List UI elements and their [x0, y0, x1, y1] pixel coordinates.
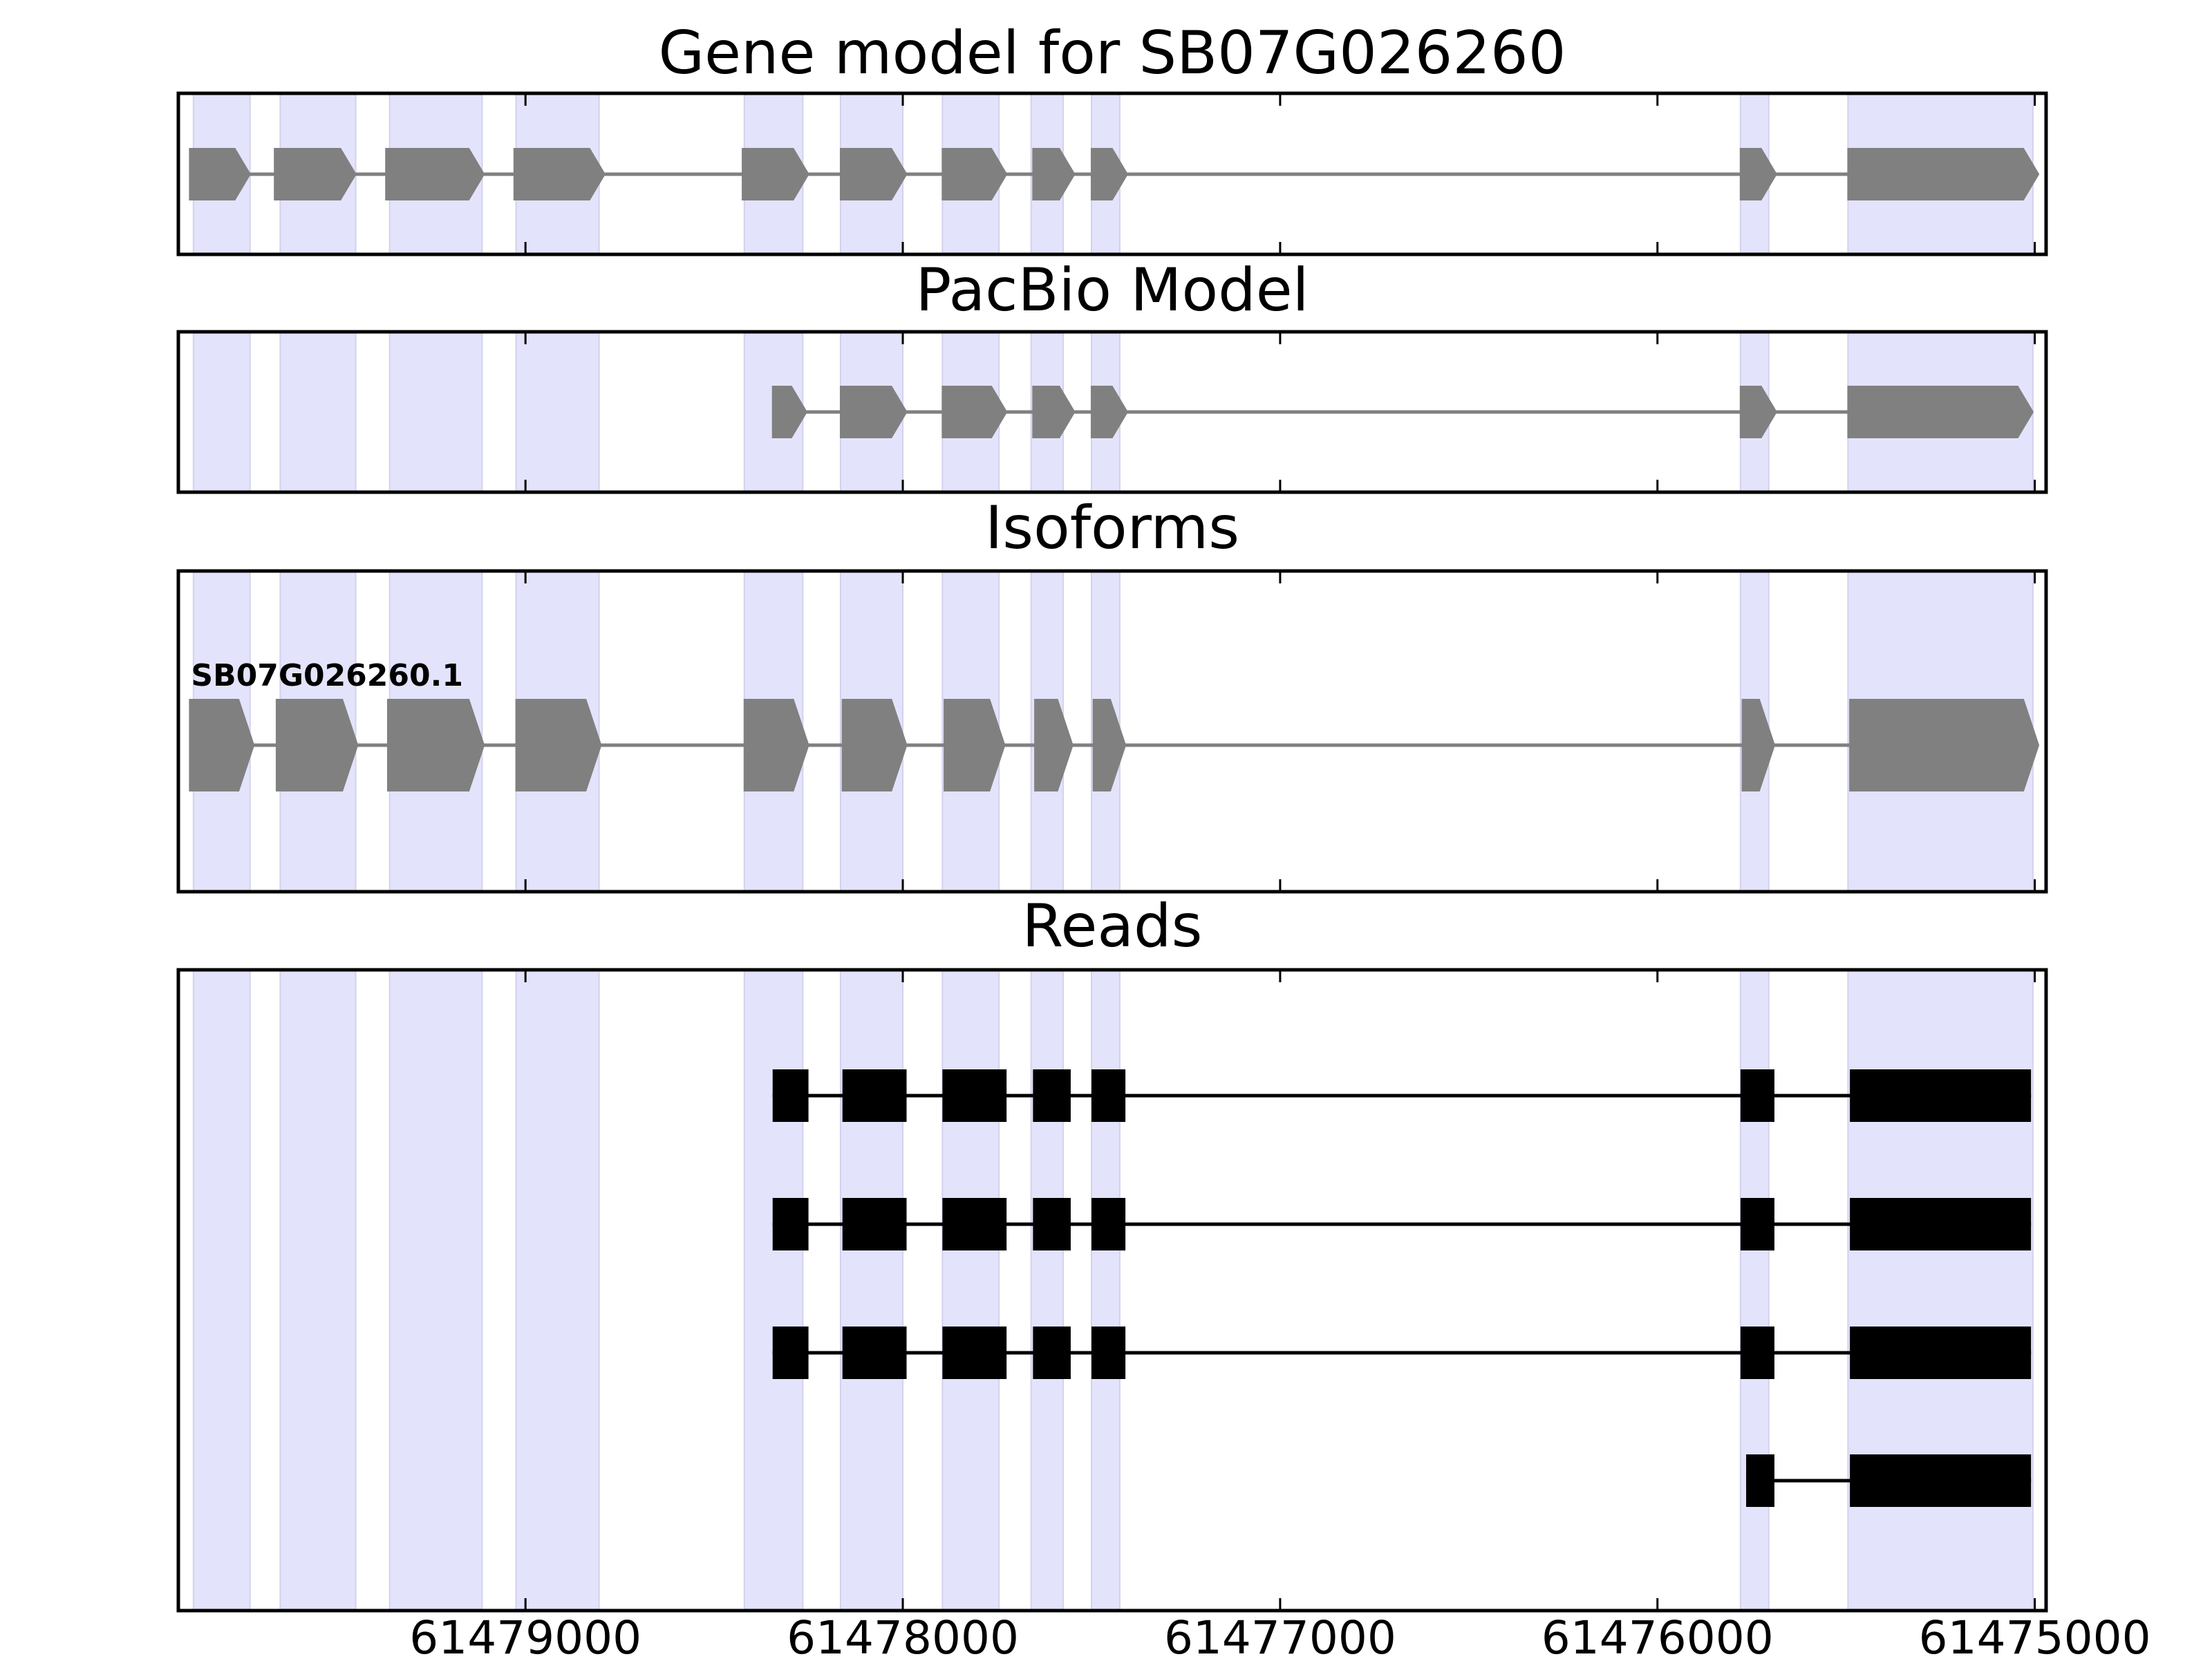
read-exon-block: [942, 1198, 1007, 1250]
exon-arrow: [941, 386, 1008, 438]
read-exon-block: [1850, 1069, 2032, 1122]
read-exon-block: [842, 1198, 907, 1250]
isoform-label: SB07G026260.1: [191, 658, 463, 693]
x-tick-label: 61478000: [787, 1611, 1019, 1659]
read-exon-block: [1091, 1069, 1126, 1122]
exon-arrow: [1739, 148, 1777, 200]
pacbio-model-frame: [176, 330, 2048, 494]
read-row: [772, 1327, 2032, 1379]
exon-highlight-band: [1739, 969, 1770, 1611]
exon-arrow: [1849, 699, 2040, 791]
exon-highlight-band: [279, 969, 357, 1611]
read-row: [1746, 1454, 2032, 1507]
read-exon-block: [1850, 1454, 2032, 1507]
exon-arrow: [1741, 699, 1776, 791]
read-exon-block: [1091, 1198, 1126, 1250]
read-exon-block: [942, 1327, 1007, 1379]
reads-panel: Reads: [176, 892, 2048, 1613]
exon-arrow: [1847, 148, 2040, 200]
x-tick-label: 61479000: [409, 1611, 641, 1659]
read-exon-block: [1740, 1198, 1774, 1250]
gene-model-title: Gene model for SB07G026260: [659, 19, 1566, 88]
exon-arrow: [839, 148, 908, 200]
read-exon-block: [1850, 1327, 2032, 1379]
exon-arrow: [743, 699, 809, 791]
gene-model-panel: Gene model for SB07G026260: [176, 19, 2048, 256]
exon-highlight-band: [1847, 969, 2034, 1611]
exon-arrow: [1032, 386, 1076, 438]
read-exon-block: [1740, 1327, 1774, 1379]
gene-model-frame: [176, 91, 2048, 256]
read-exon-block: [1091, 1327, 1126, 1379]
read-row: [772, 1069, 2032, 1122]
exon-arrow: [1032, 148, 1076, 200]
exon-arrow: [513, 148, 606, 200]
exon-arrow: [941, 148, 1008, 200]
exon-arrow: [1090, 148, 1128, 200]
exon-arrow: [386, 699, 485, 791]
read-exon-block: [772, 1327, 809, 1379]
exon-arrow: [189, 148, 251, 200]
read-exon-block: [1740, 1069, 1774, 1122]
read-exon-block: [842, 1327, 907, 1379]
exon-arrow: [1034, 699, 1074, 791]
exon-arrow: [1739, 386, 1777, 438]
exon-arrow: [839, 386, 908, 438]
isoforms-frame: [176, 569, 2048, 894]
exon-arrow: [274, 148, 357, 200]
x-tick-label: 61475000: [1919, 1611, 2151, 1659]
isoforms-panel: Isoforms SB07G026260.1: [176, 494, 2048, 894]
reads-frame: [176, 968, 2048, 1613]
exon-highlight-band: [192, 331, 251, 493]
read-exon-block: [1746, 1454, 1774, 1507]
exon-highlight-band: [1090, 969, 1121, 1611]
read-exon-block: [772, 1198, 809, 1250]
exon-arrow: [841, 699, 908, 791]
exon-highlight-band: [941, 969, 1000, 1611]
read-row: [772, 1198, 2032, 1250]
reads-title: Reads: [1022, 892, 1203, 961]
read-exon-block: [942, 1069, 1007, 1122]
exon-highlight-band: [192, 969, 251, 1611]
gene-structure-row: SB07G026260.1: [189, 658, 2040, 791]
isoforms-title: Isoforms: [985, 494, 1239, 563]
pacbio-model-title: PacBio Model: [915, 256, 1309, 325]
read-exon-block: [1850, 1198, 2032, 1250]
exon-highlight-band: [388, 969, 483, 1611]
gene-structure-row: [189, 148, 2040, 200]
read-exon-block: [1033, 1069, 1071, 1122]
exon-arrow: [771, 386, 808, 438]
exon-arrow: [1090, 386, 1128, 438]
exon-arrow: [1847, 386, 2034, 438]
exon-highlight-band: [388, 331, 483, 493]
exon-arrow: [189, 699, 255, 791]
read-exon-block: [1033, 1327, 1071, 1379]
exon-arrow: [944, 699, 1006, 791]
exon-highlight-band: [279, 331, 357, 493]
x-tick-label: 61477000: [1164, 1611, 1396, 1659]
exon-arrow: [275, 699, 359, 791]
x-tick-label: 61476000: [1541, 1611, 1774, 1659]
read-exon-block: [842, 1069, 907, 1122]
exon-highlight-band: [743, 969, 804, 1611]
exon-arrow: [515, 699, 602, 791]
pacbio-model-panel: PacBio Model: [176, 256, 2048, 494]
exon-highlight-band: [1030, 969, 1065, 1611]
exon-arrow: [1092, 699, 1127, 791]
exon-highlight-band: [515, 969, 600, 1611]
read-exon-block: [1033, 1198, 1071, 1250]
read-exon-block: [772, 1069, 809, 1122]
x-axis: 61479000 61478000 61477000 61476000 61475000: [409, 1611, 2150, 1659]
exon-highlight-band: [839, 969, 904, 1611]
exon-highlight-band: [515, 331, 600, 493]
exon-arrow: [385, 148, 485, 200]
gene-structure-row: [771, 386, 2034, 438]
exon-arrow: [742, 148, 809, 200]
